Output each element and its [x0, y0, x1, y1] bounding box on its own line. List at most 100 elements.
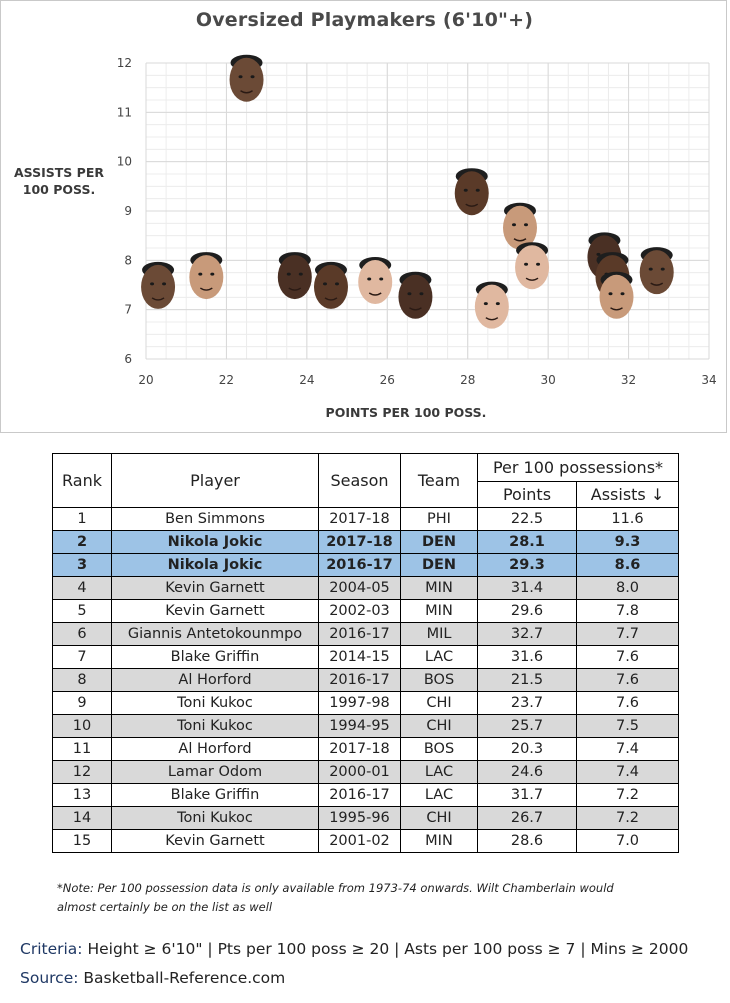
data-point-headshot: Kevin Garnett — [515, 242, 550, 290]
cell-rank: 7 — [52, 645, 112, 669]
headshot-mouth — [610, 307, 623, 311]
cell-season: 2017-18 — [318, 530, 401, 554]
cell-player: Lamar Odom — [111, 760, 319, 784]
cell-assists: 7.7 — [576, 622, 679, 646]
cell-points: 20.3 — [477, 737, 577, 761]
headshot-eye — [198, 272, 203, 276]
cell-team: DEN — [400, 553, 478, 577]
y-axis-label: ASSISTS PER 100 POSS. — [9, 164, 109, 198]
cell-season: 1995-96 — [318, 806, 401, 830]
x-tick-label: 24 — [299, 373, 314, 387]
cell-rank: 3 — [52, 553, 112, 577]
rankings-table: Rank Player Season Team Per 100 possessi… — [52, 453, 679, 853]
cell-assists: 7.4 — [576, 760, 679, 784]
data-point-headshot: Al Horford — [141, 261, 176, 309]
headshot-face — [189, 255, 224, 300]
cell-player: Blake Griffin — [111, 783, 319, 807]
headshot-eye — [511, 223, 516, 227]
criteria-text: Height ≥ 6'10" | Pts per 100 poss ≥ 20 |… — [82, 940, 689, 958]
headshot-mouth — [485, 317, 499, 321]
cell-points: 31.6 — [477, 645, 577, 669]
cell-assists: 7.6 — [576, 668, 679, 692]
cell-player: Al Horford — [111, 737, 319, 761]
x-tick-label: 30 — [541, 373, 556, 387]
cell-season: 2016-17 — [318, 783, 401, 807]
cell-team: LAC — [400, 783, 478, 807]
table-row: 3 Nikola Jokic 2016-17 DEN 29.3 8.6 — [52, 553, 679, 577]
cell-season: 2016-17 — [318, 553, 401, 577]
data-point-headshot: Blake Griffin — [599, 271, 634, 319]
cell-player: Giannis Antetokounmpo — [111, 622, 319, 646]
headshot-mouth — [368, 292, 382, 296]
cell-player: Ben Simmons — [111, 507, 319, 531]
cell-rank: 4 — [52, 576, 112, 600]
cell-season: 2017-18 — [318, 737, 401, 761]
headshot-eye — [620, 292, 625, 296]
headshot-eye — [250, 75, 255, 79]
cell-team: CHI — [400, 691, 478, 715]
table-row: 11 Al Horford 2017-18 BOS 20.3 7.4 — [52, 737, 679, 761]
cell-team: CHI — [400, 714, 478, 738]
headshot-face — [599, 274, 634, 319]
cell-assists: 7.2 — [576, 783, 679, 807]
x-tick-labels: 20 22 24 26 28 30 32 34 — [138, 373, 716, 387]
cell-points: 26.7 — [477, 806, 577, 830]
y-tick-label: 6 — [124, 352, 132, 366]
table-row: 14 Toni Kukoc 1995-96 CHI 26.7 7.2 — [52, 806, 679, 830]
cell-assists: 8.6 — [576, 553, 679, 577]
headshot-eye — [483, 302, 488, 306]
y-tick-label: 8 — [124, 253, 132, 267]
data-point-headshot: Lamar Odom — [313, 261, 348, 309]
cell-team: CHI — [400, 806, 478, 830]
headshot-eye — [367, 277, 372, 281]
cell-team: DEN — [400, 530, 478, 554]
footnote-line-1: *Note: Per 100 possession data is only a… — [57, 881, 614, 895]
data-point-headshot: Nikola Jokic — [454, 168, 489, 216]
table-row: 2 Nikola Jokic 2017-18 DEN 28.1 9.3 — [52, 530, 679, 554]
headshot-eye — [524, 262, 529, 266]
headshot-mouth — [525, 277, 539, 281]
cell-season: 2016-17 — [318, 622, 401, 646]
cell-team: BOS — [400, 737, 478, 761]
cell-season: 2016-17 — [318, 668, 401, 692]
cell-rank: 9 — [52, 691, 112, 715]
footnote-line-2: almost certainly be on the list as well — [57, 900, 273, 914]
data-point-headshot: Toni Kukoc — [358, 257, 393, 304]
headshot-eye — [495, 302, 500, 306]
rankings-table-container: Rank Player Season Team Per 100 possessi… — [52, 453, 679, 853]
cell-points: 23.7 — [477, 691, 577, 715]
cell-player: Kevin Garnett — [111, 576, 319, 600]
headshot-face — [502, 205, 537, 250]
cell-season: 2014-15 — [318, 645, 401, 669]
cell-rank: 1 — [52, 507, 112, 531]
cell-player: Toni Kukoc — [111, 714, 319, 738]
x-tick-label: 26 — [380, 373, 395, 387]
cell-season: 1997-98 — [318, 691, 401, 715]
headshot-eye — [322, 282, 327, 286]
source-text: Basketball-Reference.com — [78, 969, 286, 987]
source-label: Source: — [20, 969, 79, 987]
cell-player: Kevin Garnett — [111, 829, 319, 853]
headshot-mouth — [409, 307, 422, 311]
criteria-line: Criteria: Height ≥ 6'10" | Pts per 100 p… — [20, 940, 688, 958]
table-row: 12 Lamar Odom 2000-01 LAC 24.6 7.4 — [52, 760, 679, 784]
headshot-mouth — [240, 90, 253, 94]
cell-season: 2017-18 — [318, 507, 401, 531]
chart-title: Oversized Playmakers (6'10"+) — [195, 9, 534, 31]
headshot-eye — [523, 223, 528, 227]
headshot-mouth — [465, 203, 479, 207]
headshot-eye — [660, 267, 665, 271]
y-tick-label: 10 — [117, 155, 132, 169]
table-row: 8 Al Horford 2016-17 BOS 21.5 7.6 — [52, 668, 679, 692]
table-row: 1 Ben Simmons 2017-18 PHI 22.5 11.6 — [52, 507, 679, 531]
headshot-eye — [407, 292, 412, 296]
cell-assists: 7.4 — [576, 737, 679, 761]
scatter-plot: 20 22 24 26 28 30 32 34 6 7 8 9 10 11 12 Ben Simmons N… — [117, 54, 717, 387]
cell-rank: 14 — [52, 806, 112, 830]
headshot-eye — [648, 267, 653, 271]
chart-panel: Oversized Playmakers (6'10"+) ASSISTS PE… — [0, 0, 727, 433]
cell-assists: 8.0 — [576, 576, 679, 600]
y-tick-label: 11 — [117, 105, 132, 119]
table-row: 10 Toni Kukoc 1994-95 CHI 25.7 7.5 — [52, 714, 679, 738]
data-point-headshot: Giannis Antetokounmpo — [639, 247, 674, 295]
